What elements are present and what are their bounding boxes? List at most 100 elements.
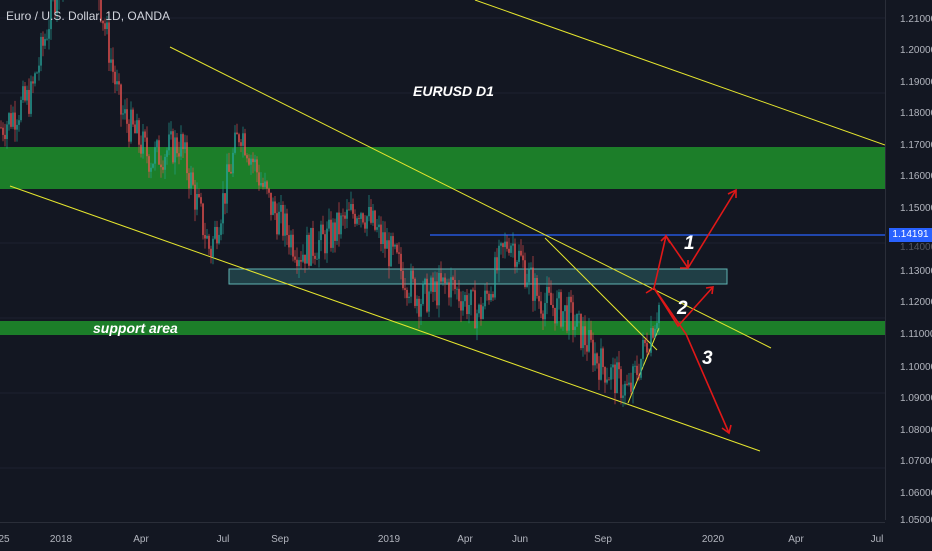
candle-body [652,328,654,338]
candle-body [280,204,282,212]
arrow-head-3 [721,424,732,435]
chart-title: EURUSD D1 [413,83,494,99]
candle-body [620,369,622,398]
candle-body [222,193,224,224]
support-area-zone[interactable] [0,321,885,335]
candle-body [586,345,588,352]
candle-body [410,270,412,297]
candle-body [342,215,344,217]
candle-body [512,243,514,246]
candle-body [158,140,160,165]
candle-body [608,379,610,381]
candle-body [262,182,264,187]
candle-body [506,241,508,249]
candle-body [256,159,258,173]
candles [0,0,660,407]
candle-body [28,89,30,114]
candle-body [126,109,128,124]
candle-body [628,382,630,385]
candle-body [454,279,456,290]
candle-body [632,366,634,392]
candle-body [134,124,136,134]
candle-body [2,127,4,135]
candle-body [486,290,488,294]
price-axis[interactable]: 1.21000 1.20000 1.19000 1.18000 1.17000 … [885,0,932,526]
candle-body [618,362,620,370]
candle-body [376,227,378,230]
price-tick: 1.20000 [900,45,932,56]
candle-body [252,158,254,163]
price-chart[interactable] [0,0,885,522]
candle-body [344,215,346,219]
green-resistance-zone[interactable] [0,147,885,189]
candle-body [598,363,600,380]
candle-body [650,328,652,353]
candle-body [474,290,476,329]
candle-body [406,289,408,298]
candle-body [328,219,330,229]
candle-body [536,278,538,296]
candle-body [284,213,286,236]
candle-body [564,305,566,312]
candle-body [570,296,572,303]
candle-body [562,311,564,327]
candle-body [596,353,598,364]
time-tick: 2020 [701,534,725,545]
candle-body [482,306,484,319]
candle-body [192,172,194,185]
candle-body [422,283,424,304]
candle-body [510,245,512,253]
candle-body [310,227,312,266]
candle-body [32,81,34,84]
symbol-title: Euro / U.S. Dollar, 1D, OANDA [6,9,171,23]
candle-body [12,112,14,127]
candle-body [166,150,168,157]
price-tick: 1.18000 [900,108,932,119]
candle-body [654,328,656,338]
candle-body [264,181,266,187]
candle-body [378,224,380,228]
candle-body [120,84,122,115]
candle-body [278,211,280,235]
trendlines[interactable] [9,0,885,452]
candle-body [520,250,522,256]
candle-body [538,295,540,302]
candle-body [616,362,618,394]
candle-body [290,234,292,248]
candle-body [208,235,210,249]
scenario-arrows[interactable] [645,188,737,435]
time-axis[interactable]: 25 2018 Apr Jul Sep 2019 Apr Jun Sep 202… [0,522,885,551]
price-tick: 1.06000 [900,488,932,499]
candle-body [200,197,202,204]
candle-body [296,259,298,267]
candle-body [638,374,640,378]
candle-body [132,109,134,125]
candle-body [440,273,442,282]
candle-body [354,213,356,224]
candle-body [122,113,124,115]
candle-body [554,307,556,324]
candle-body [556,298,558,324]
candle-body [566,305,568,331]
candle-body [330,219,332,248]
price-tick: 1.07000 [900,456,932,467]
candle-body [234,132,236,153]
candle-body [270,192,272,215]
candle-body [548,286,550,293]
candle-body [494,257,496,298]
teal-zone[interactable] [228,268,728,285]
candle-body [170,131,172,135]
candle-body [116,81,118,85]
candle-body [332,222,334,248]
candle-body [348,209,350,211]
candle-body [294,256,296,260]
candle-body [172,131,174,163]
time-tick: Jul [870,534,884,545]
price-tick: 1.12000 [900,297,932,308]
candle-body [358,218,360,219]
candle-body [38,65,40,73]
candle-body [110,59,112,63]
scenario-3-label: 3 [702,348,713,369]
candle-body [188,173,190,189]
candle-body [156,140,158,148]
